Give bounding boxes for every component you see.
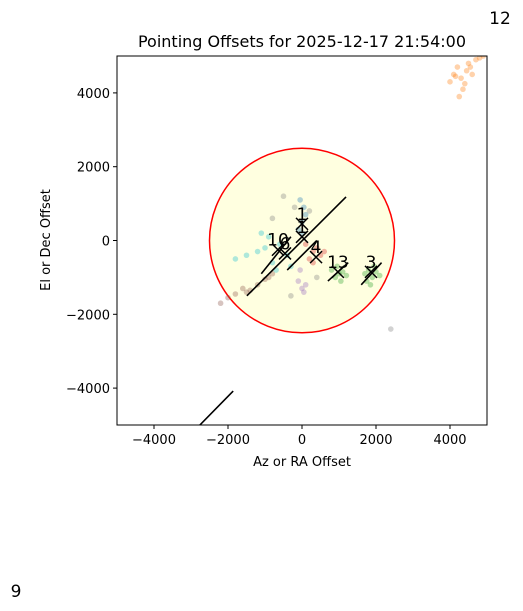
y-axis-label: El or Dec Offset: [39, 189, 54, 291]
scatter-point: [288, 293, 294, 299]
scatter-point: [321, 248, 328, 255]
scatter-point: [454, 64, 461, 70]
offset-line: [246, 196, 347, 297]
scatter-point: [217, 300, 224, 307]
marker-label: 3: [366, 253, 377, 273]
scatter-point: [334, 263, 340, 270]
scatter-point: [314, 274, 320, 281]
scatter-point: [232, 291, 239, 297]
scatter-point: [301, 289, 307, 295]
scatter-point: [467, 64, 474, 70]
scatter-point: [232, 256, 239, 262]
scatter-point: [299, 285, 305, 292]
x-tick-label: −2000: [206, 433, 250, 448]
scatter-point: [306, 208, 313, 214]
y-tick-label: 0: [102, 235, 110, 250]
marker-label: 13: [327, 253, 349, 273]
marker-label: 1: [297, 205, 308, 225]
scatter-point: [473, 56, 479, 63]
scatter-point: [258, 230, 265, 236]
scatter-point: [463, 67, 470, 74]
scatter-point: [302, 281, 309, 288]
scatter-point: [297, 197, 303, 203]
marker-label: 4: [311, 238, 322, 258]
chart-title: Pointing Offsets for 2025-12-17 21:54:00: [138, 32, 466, 51]
scatter-point: [343, 272, 350, 279]
x-marker: [271, 243, 285, 257]
y-tick-label: −4000: [66, 382, 110, 397]
scatter-point: [460, 86, 466, 93]
scatter-point: [462, 80, 468, 87]
scatter-point: [280, 193, 287, 200]
offset-line: [360, 262, 383, 286]
marker-label: 10: [267, 231, 289, 251]
scatter-point: [452, 73, 459, 80]
scatter-point: [367, 281, 374, 288]
scatter-point: [269, 215, 276, 222]
scatter-point: [476, 56, 483, 61]
scatter-point: [295, 278, 302, 284]
scatter-point: [447, 79, 453, 85]
x-marker: [364, 265, 378, 279]
marker-label: 6: [280, 234, 291, 254]
scatter-point: [339, 269, 346, 275]
scatter-point: [243, 252, 250, 259]
x-marker: [309, 250, 323, 264]
scatter-point: [262, 245, 268, 251]
scatter-point: [301, 204, 307, 211]
y-tick-label: −2000: [66, 308, 110, 323]
x-tick-label: 4000: [433, 433, 466, 448]
scatter-point: [314, 245, 320, 251]
scatter-point: [302, 211, 309, 218]
scatter-point: [362, 270, 368, 277]
y-tick-label: 2000: [77, 161, 110, 176]
scatter-point: [243, 289, 250, 295]
scatter-point: [265, 234, 272, 240]
scatter-point: [240, 285, 246, 292]
x-axis-label: Az or RA Offset: [253, 455, 351, 470]
scatter-point: [306, 256, 313, 262]
corner-label: 9: [11, 582, 22, 602]
scatter-point: [297, 267, 303, 273]
x-marker: [295, 230, 309, 244]
x-marker: [295, 217, 309, 231]
scatter-point: [388, 326, 394, 332]
offset-line: [260, 236, 292, 275]
scatter-point: [480, 56, 487, 59]
scatter-point: [465, 60, 472, 67]
scatter-point: [291, 204, 298, 211]
y-tick-label: 4000: [77, 87, 110, 102]
scatter-point: [369, 274, 376, 281]
scatter-point: [450, 71, 457, 78]
scatter-point: [469, 71, 476, 78]
scatter-point: [254, 248, 261, 255]
scatter-point: [262, 276, 268, 283]
offset-line: [286, 239, 318, 271]
x-marker: [278, 246, 292, 260]
plot-area: 10 116 413 3: [199, 56, 487, 425]
scatter-point: [376, 272, 383, 279]
scatter-point: [328, 267, 335, 273]
scatter-point: [225, 294, 231, 301]
scatter-point: [338, 278, 344, 284]
x-tick-label: 2000: [359, 433, 392, 448]
scatter-point: [458, 75, 464, 81]
x-tick-label: 0: [298, 433, 306, 448]
x-tick-label: −4000: [132, 433, 176, 448]
marker-label: 1: [297, 218, 308, 238]
x-marker: [331, 265, 345, 279]
offset-line: [199, 390, 234, 425]
scatter-point: [456, 93, 463, 100]
corner-label: 12: [489, 9, 511, 29]
